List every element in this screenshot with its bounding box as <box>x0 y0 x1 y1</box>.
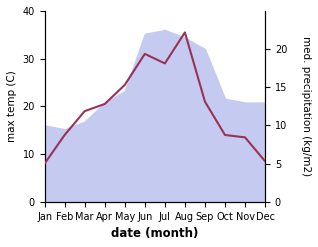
X-axis label: date (month): date (month) <box>111 227 198 240</box>
Y-axis label: max temp (C): max temp (C) <box>7 70 17 142</box>
Y-axis label: med. precipitation (kg/m2): med. precipitation (kg/m2) <box>301 36 311 176</box>
